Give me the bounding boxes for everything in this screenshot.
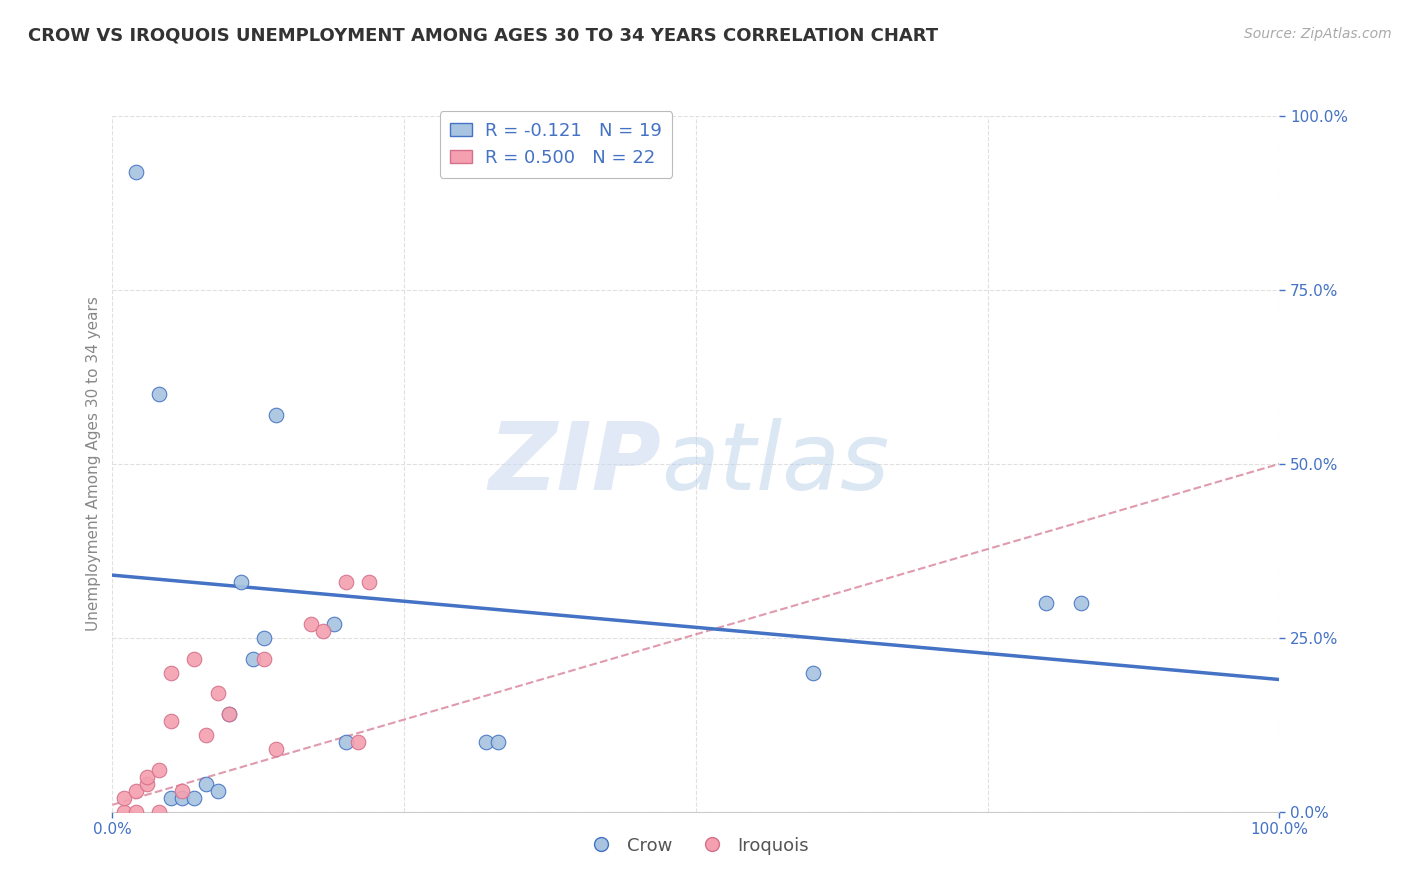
Point <box>183 651 205 665</box>
Text: Source: ZipAtlas.com: Source: ZipAtlas.com <box>1244 27 1392 41</box>
Point <box>299 616 322 631</box>
Point <box>148 805 170 819</box>
Point <box>264 408 287 422</box>
Point <box>160 665 183 680</box>
Y-axis label: Unemployment Among Ages 30 to 34 years: Unemployment Among Ages 30 to 34 years <box>86 296 101 632</box>
Point <box>207 686 229 700</box>
Point <box>160 790 183 805</box>
Point <box>194 728 217 742</box>
Legend: Crow, Iroquois: Crow, Iroquois <box>576 830 815 862</box>
Point <box>172 790 194 805</box>
Point <box>112 805 135 819</box>
Point <box>218 707 240 722</box>
Point <box>253 651 276 665</box>
Point <box>335 735 357 749</box>
Point <box>242 651 264 665</box>
Point <box>475 735 498 749</box>
Text: CROW VS IROQUOIS UNEMPLOYMENT AMONG AGES 30 TO 34 YEARS CORRELATION CHART: CROW VS IROQUOIS UNEMPLOYMENT AMONG AGES… <box>28 27 938 45</box>
Point <box>218 707 240 722</box>
Point <box>148 387 170 401</box>
Point <box>1070 596 1092 610</box>
Point <box>229 575 252 590</box>
Point <box>335 575 357 590</box>
Point <box>183 790 205 805</box>
Point <box>253 631 276 645</box>
Point <box>160 714 183 729</box>
Point <box>148 763 170 777</box>
Text: ZIP: ZIP <box>488 417 661 510</box>
Point <box>486 735 509 749</box>
Point <box>172 784 194 798</box>
Point <box>125 164 148 178</box>
Point <box>346 735 368 749</box>
Point <box>194 777 217 791</box>
Point <box>311 624 333 638</box>
Point <box>801 665 824 680</box>
Point <box>323 616 346 631</box>
Point <box>359 575 381 590</box>
Point <box>136 777 159 791</box>
Point <box>207 784 229 798</box>
Point <box>125 805 148 819</box>
Point <box>112 790 135 805</box>
Point <box>136 770 159 784</box>
Point <box>264 742 287 756</box>
Point <box>125 784 148 798</box>
Point <box>1035 596 1057 610</box>
Text: atlas: atlas <box>661 418 889 509</box>
